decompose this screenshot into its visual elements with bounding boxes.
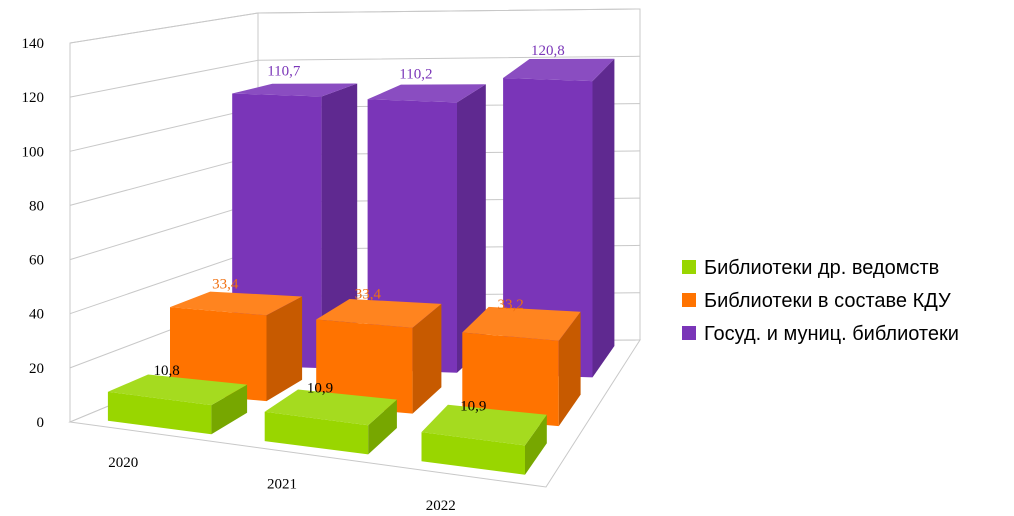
y-tick-label: 140 [22, 36, 45, 52]
y-tick-label: 40 [29, 307, 44, 323]
y-tick-label: 100 [22, 144, 45, 160]
x-tick-label: 2022 [426, 498, 456, 511]
bar-side-face [368, 399, 397, 455]
y-tick-label: 120 [22, 90, 45, 106]
bar-top-face [462, 306, 581, 341]
y-tick-label: 20 [29, 361, 44, 377]
data-label: 120,8 [531, 43, 565, 59]
bar-front-face [107, 391, 212, 435]
data-label: 33,4 [355, 287, 382, 303]
bar-top-face [107, 374, 248, 406]
bar-top-face [421, 404, 547, 446]
legend-swatch [682, 293, 696, 307]
bar-side-face [457, 84, 486, 373]
legend-item: Библиотеки др. ведомств [682, 257, 939, 279]
bar-side-face [211, 384, 248, 435]
bar-front-face [170, 307, 267, 402]
legend: Библиотеки др. ведомств Библиотеки в сост… [682, 257, 959, 345]
bar-side-face [412, 303, 442, 414]
bar-top-face [232, 83, 358, 97]
data-label: 33,2 [497, 297, 523, 313]
bar-side-face [321, 83, 358, 369]
bar-top-face [264, 389, 397, 426]
bar-front-face [316, 319, 413, 414]
bar-side-face [266, 296, 303, 402]
x-tick-label: 2020 [108, 455, 138, 471]
bar-side-face [592, 58, 615, 378]
bars [107, 58, 615, 475]
data-label: 10,8 [153, 363, 179, 379]
bar-top-face [170, 291, 303, 316]
bar [503, 58, 615, 378]
legend-label: Библиотеки в составе КДУ [704, 290, 951, 312]
y-tick-label: 80 [29, 198, 44, 214]
bar [462, 306, 581, 427]
y-tick-label: 60 [29, 253, 44, 269]
data-label: 10,9 [460, 398, 486, 414]
bar [170, 291, 303, 402]
y-axis-labels: 0 20 40 60 80 100 120 140 [22, 36, 45, 431]
bar-top-face [367, 84, 486, 103]
bar-top-face [316, 299, 442, 328]
x-tick-label: 2021 [267, 477, 297, 493]
legend-item: Библиотеки в составе КДУ [682, 290, 951, 312]
y-tick-label: 0 [37, 415, 45, 431]
bar [316, 299, 442, 414]
bar-top-face [503, 58, 615, 82]
bar-front-face [503, 78, 593, 378]
bar [421, 404, 547, 475]
legend-swatch [682, 260, 696, 274]
legend-swatch [682, 326, 696, 340]
gridline [69, 8, 641, 44]
data-label: 110,2 [399, 67, 432, 83]
data-labels: 110,7 110,2 120,8 33,4 33,4 33,2 10,8 10,9 10,9 [153, 43, 564, 414]
data-label: 10,9 [307, 381, 333, 397]
bar-front-face [421, 432, 525, 475]
gridline [69, 55, 641, 98]
bar-front-face [264, 411, 369, 455]
bar-front-face [462, 332, 559, 427]
legend-item: Госуд. и муниц. библиотеки [682, 323, 959, 345]
bar [264, 389, 397, 455]
bar [107, 374, 248, 435]
bar-side-face [558, 311, 581, 427]
data-label: 33,4 [212, 277, 239, 293]
data-label: 110,7 [267, 63, 301, 79]
x-axis-labels: 2020 2021 2022 [108, 455, 456, 514]
legend-label: Госуд. и муниц. библиотеки [704, 323, 959, 345]
bar-side-face [525, 414, 547, 475]
legend-label: Библиотеки др. ведомств [704, 257, 939, 279]
